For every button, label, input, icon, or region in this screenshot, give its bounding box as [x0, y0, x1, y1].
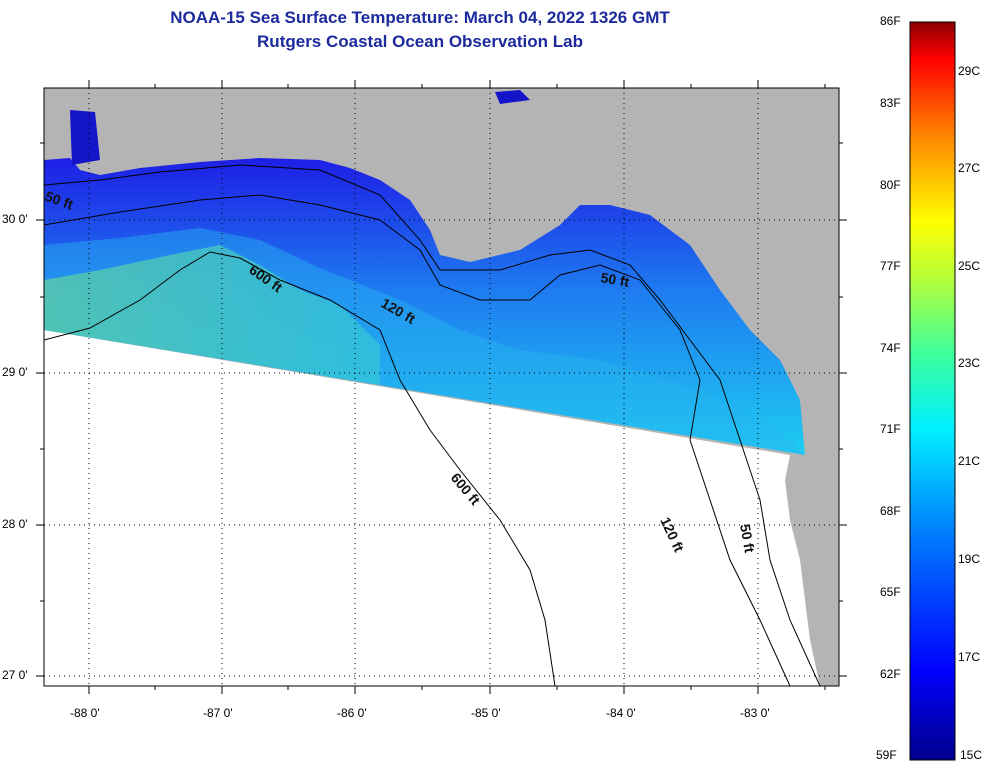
colorbar-c-label: 15C — [960, 748, 983, 762]
map-subtitle: Rutgers Coastal Ocean Observation Lab — [257, 32, 583, 51]
colorbar-c-label: 27C — [958, 161, 981, 175]
sea-surface-temperature-swath — [44, 158, 805, 455]
colorbar-f-label: 71F — [880, 422, 901, 436]
lat-label-30: 30 0' — [2, 212, 28, 226]
bay-area — [70, 110, 100, 165]
lon-label-84: -84 0' — [606, 706, 636, 720]
colorbar-f-label: 68F — [880, 504, 901, 518]
colorbar-f-label: 62F — [880, 667, 901, 681]
colorbar-f-label: 80F — [880, 178, 901, 192]
mid-temperature-band — [44, 228, 805, 455]
no-data-area — [44, 330, 820, 686]
colorbar-c-label: 21C — [958, 454, 981, 468]
lon-label-88: -88 0' — [70, 706, 100, 720]
lake-area — [495, 90, 530, 104]
map-title: NOAA-15 Sea Surface Temperature: March 0… — [170, 8, 670, 27]
lat-label-29: 29 0' — [2, 365, 28, 379]
lat-label-28: 28 0' — [2, 517, 28, 531]
colorbar-c-label: 29C — [958, 64, 981, 78]
contour-600ft — [44, 251, 556, 686]
colorbar-f-label: 86F — [880, 14, 901, 28]
contour-120ft — [44, 194, 791, 686]
lon-label-87: -87 0' — [203, 706, 233, 720]
colorbar-f-label: 83F — [880, 96, 901, 110]
colorbar-c-label: 17C — [958, 650, 981, 664]
colorbar-f-label: 65F — [880, 585, 901, 599]
axis-ticks — [36, 80, 847, 694]
colorbar-f-label: 74F — [880, 341, 901, 355]
lat-label-27: 27 0' — [2, 668, 28, 682]
colorbar-f-label: 77F — [880, 259, 901, 273]
colorbar-c-label: 23C — [958, 356, 981, 370]
lon-label-85: -85 0' — [471, 706, 501, 720]
warm-water-patch — [44, 245, 380, 385]
lon-label-83: -83 0' — [740, 706, 770, 720]
colorbar-c-label: 19C — [958, 552, 981, 566]
contour-label-50ft-east: 50 ft — [599, 269, 630, 290]
contour-label-50ft-south: 50 ft — [737, 523, 758, 554]
colorbar-f-label: 59F — [876, 748, 897, 762]
map-frame — [43, 87, 840, 687]
contour-50ft — [44, 164, 821, 686]
colorbar-c-label: 25C — [958, 259, 981, 273]
colorbar — [909, 21, 956, 761]
lon-label-86: -86 0' — [337, 706, 367, 720]
